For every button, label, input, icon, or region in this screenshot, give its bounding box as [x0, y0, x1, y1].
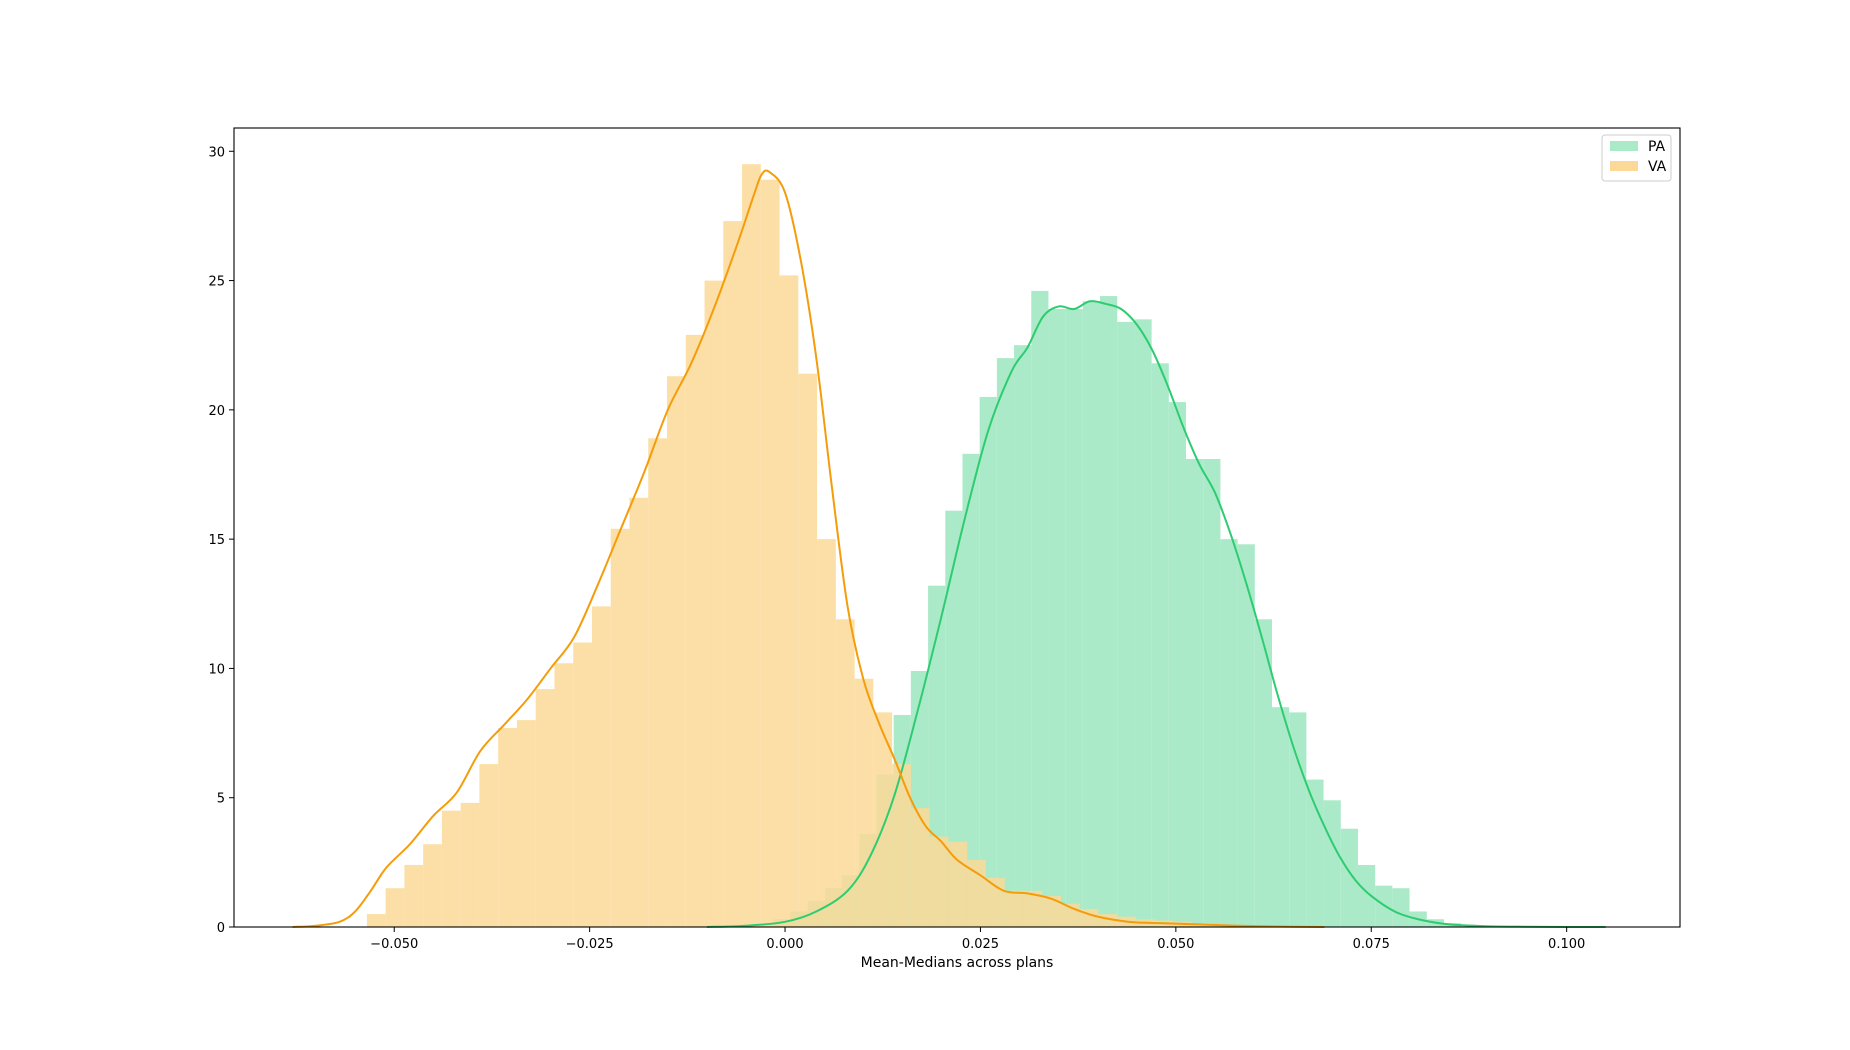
x-tick-label: 0.000	[766, 937, 803, 952]
bar-pa	[1065, 309, 1083, 927]
y-axis: 0 5 10 15 20 25 30	[208, 145, 234, 936]
plot-frame	[233, 127, 1681, 928]
bar-pa	[1168, 402, 1187, 928]
bar-va	[479, 764, 499, 927]
bar-pa	[1289, 712, 1307, 927]
x-axis: −0.050 −0.025 0.000 0.025 0.050 0.075 0.100	[370, 927, 1585, 952]
legend-label-pa: PA	[1648, 139, 1666, 155]
bar-va	[366, 914, 386, 927]
bar-va	[779, 275, 799, 927]
y-tick-label: 5	[217, 792, 225, 807]
bar-pa	[1306, 779, 1324, 927]
bar-va	[1023, 890, 1043, 927]
bar-pa	[962, 453, 980, 927]
bar-va	[1042, 895, 1061, 927]
bar-pa	[1117, 321, 1135, 927]
bar-va	[685, 334, 705, 927]
bar-pa	[1203, 458, 1221, 927]
bar-pa	[1392, 888, 1410, 927]
bar-va	[854, 678, 874, 927]
bar-pa	[1375, 885, 1393, 927]
bars-layer	[366, 164, 1462, 928]
bar-va	[498, 727, 517, 927]
bar-pa	[1254, 619, 1272, 927]
bar-va	[985, 877, 1005, 927]
bar-va	[591, 606, 611, 927]
bar-pa	[1271, 707, 1290, 927]
bar-va	[873, 712, 893, 927]
bar-va	[404, 864, 424, 927]
bar-va	[648, 438, 668, 927]
x-tick-label: −0.025	[566, 937, 614, 952]
kde-line-va	[292, 169, 1325, 928]
bar-pa	[1186, 458, 1204, 927]
y-tick-label: 20	[208, 404, 225, 419]
bar-pa	[979, 396, 997, 927]
bar-va	[385, 888, 405, 927]
bar-pa	[1357, 864, 1376, 927]
bar-va	[760, 179, 780, 928]
kde-layer	[292, 169, 1606, 928]
bar-va	[535, 689, 555, 927]
bar-va	[667, 376, 686, 928]
bar-pa	[1237, 544, 1255, 927]
y-tick-label: 0	[217, 921, 225, 936]
bar-pa	[1082, 301, 1101, 927]
bar-pa	[996, 358, 1015, 927]
bar-va	[723, 221, 743, 928]
x-tick-label: 0.025	[962, 937, 999, 952]
x-axis-label: Mean-Medians across plans	[861, 955, 1054, 971]
y-tick-label: 10	[208, 662, 225, 677]
bar-va	[610, 528, 630, 927]
bar-va	[742, 164, 761, 927]
legend: PA VA	[1601, 134, 1672, 182]
bar-va	[910, 808, 930, 927]
bar-va	[817, 539, 836, 927]
bar-pa	[1220, 539, 1238, 927]
bar-va	[892, 764, 911, 927]
x-tick-label: 0.100	[1548, 937, 1585, 952]
x-tick-label: −0.050	[370, 937, 418, 952]
bar-va	[798, 373, 818, 927]
bar-pa	[1340, 828, 1358, 927]
kde-line-pa	[706, 300, 1606, 928]
x-tick-label: 0.075	[1353, 937, 1390, 952]
bar-va	[629, 497, 649, 927]
bar-va	[704, 280, 724, 927]
bar-pa	[1134, 319, 1152, 928]
y-tick-label: 25	[208, 275, 225, 290]
y-tick-label: 15	[208, 533, 225, 548]
bar-va	[554, 663, 574, 927]
bar-va	[929, 836, 949, 927]
bar-va	[835, 619, 855, 927]
bar-pa	[1323, 800, 1341, 927]
bar-va	[573, 642, 592, 927]
bar-pa	[1100, 296, 1118, 927]
bar-va	[441, 810, 461, 927]
bar-pa	[1031, 290, 1049, 927]
bar-va	[423, 844, 442, 927]
legend-swatch-pa	[1610, 141, 1638, 151]
bar-va	[516, 720, 536, 927]
legend-label-va: VA	[1648, 159, 1667, 175]
bar-pa	[1151, 363, 1169, 927]
y-tick-label: 30	[208, 145, 225, 160]
bar-pa	[1014, 345, 1032, 927]
bar-va	[1004, 890, 1024, 927]
bar-pa	[945, 510, 963, 927]
histogram-va	[366, 164, 1230, 928]
x-tick-label: 0.050	[1157, 937, 1194, 952]
bar-pa	[1048, 309, 1066, 927]
legend-swatch-va	[1610, 161, 1638, 171]
bar-va	[460, 802, 480, 927]
